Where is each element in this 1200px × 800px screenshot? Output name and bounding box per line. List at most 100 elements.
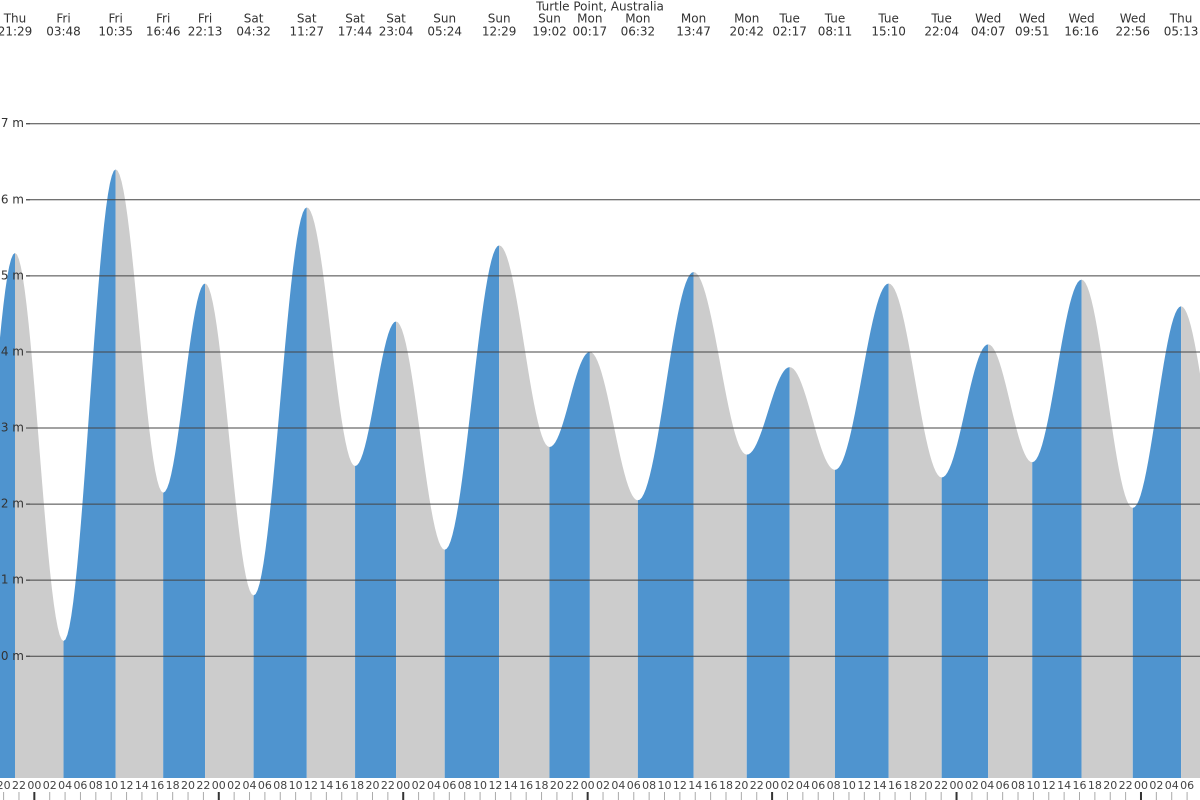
tide-area [589,351,638,778]
hour-label: 22 [750,779,764,792]
hour-label: 04 [58,779,72,792]
hour-label: 12 [857,779,871,792]
y-tick-label: 0 m [1,649,24,663]
hour-label: 02 [596,779,610,792]
hour-label: 16 [888,779,902,792]
extreme-day: Tue [930,12,952,26]
extreme-day: Sat [386,12,406,26]
tide-area [637,272,694,778]
hour-label: 08 [273,779,287,792]
extreme-day: Sat [244,12,264,26]
hour-label: 06 [73,779,87,792]
y-tick-label: 3 m [1,421,24,435]
hour-label: 06 [996,779,1010,792]
hour-label: 18 [719,779,733,792]
hour-label: 00 [1134,779,1148,792]
y-tick-label: 2 m [1,497,24,511]
hour-label: 22 [565,779,579,792]
tide-area [253,207,307,778]
tide-area [14,253,64,778]
tide-area [205,283,254,778]
hour-label: 16 [704,779,718,792]
hour-label: 12 [1042,779,1056,792]
extreme-time: 15:10 [871,25,906,39]
tide-area [355,321,397,778]
tide-area [888,283,942,778]
tide-area [499,245,550,779]
tide-area [1132,306,1182,778]
extreme-day: Tue [824,12,846,26]
extreme-time: 11:27 [289,25,324,39]
hour-label: 04 [796,779,810,792]
hour-label: 00 [396,779,410,792]
hour-label: 08 [827,779,841,792]
extreme-day: Sat [297,12,317,26]
extreme-time: 12:29 [482,25,517,39]
hour-label: 22 [196,779,210,792]
hour-label: 20 [734,779,748,792]
extreme-time: 10:35 [98,25,133,39]
hour-label: 10 [289,779,303,792]
hour-label: 18 [535,779,549,792]
hour-label: 00 [27,779,41,792]
extreme-day: Wed [1120,12,1146,26]
tide-area [115,169,164,779]
extreme-day: Fri [56,12,70,26]
tide-area-edge [1181,306,1200,778]
hour-label: 20 [365,779,379,792]
hour-label: 22 [381,779,395,792]
hour-label: 14 [688,779,702,792]
hour-label: 12 [120,779,134,792]
chart-title: Turtle Point, Australia [535,0,664,14]
extreme-day: Wed [1019,12,1045,26]
extreme-time: 13:47 [676,25,711,39]
hour-label: 14 [1057,779,1071,792]
extreme-day: Mon [625,12,650,26]
hour-label: 00 [950,779,964,792]
tide-area-edge [0,253,15,778]
hour-label: 22 [1119,779,1133,792]
hour-label: 12 [488,779,502,792]
hour-label: 04 [980,779,994,792]
tide-area [396,321,445,778]
hour-label: 00 [765,779,779,792]
hour-label: 10 [658,779,672,792]
extreme-day: Tue [778,12,800,26]
hour-label: 10 [842,779,856,792]
hour-band [0,778,1200,800]
hour-label: 18 [166,779,180,792]
hour-label: 04 [611,779,625,792]
hour-label: 04 [427,779,441,792]
hour-label: 02 [1149,779,1163,792]
hour-label: 22 [934,779,948,792]
y-tick-label: 7 m [1,116,24,130]
extreme-day: Tue [877,12,899,26]
hour-label: 16 [519,779,533,792]
hour-label: 06 [811,779,825,792]
hour-label: 12 [304,779,318,792]
extreme-time: 09:51 [1015,25,1050,39]
extreme-day: Sun [433,12,456,26]
extreme-time: 00:17 [573,25,608,39]
extreme-time: 22:04 [924,25,959,39]
tide-area [1081,279,1133,778]
extreme-time: 23:04 [379,25,414,39]
tide-area [163,283,206,778]
extreme-time: 19:02 [532,25,567,39]
hour-label: 20 [550,779,564,792]
hour-label: 04 [243,779,257,792]
extreme-day: Sun [488,12,511,26]
hour-label: 20 [181,779,195,792]
hour-label: 08 [458,779,472,792]
hour-label: 08 [89,779,103,792]
hour-label: 10 [104,779,118,792]
extreme-day: Thu [1169,12,1193,26]
y-tick-label: 6 m [1,192,24,206]
extreme-time: 20:42 [729,25,764,39]
extreme-time: 17:44 [338,25,373,39]
hour-label: 02 [43,779,57,792]
hour-label: 08 [1011,779,1025,792]
y-tick-label: 1 m [1,573,24,587]
extreme-day: Mon [734,12,759,26]
